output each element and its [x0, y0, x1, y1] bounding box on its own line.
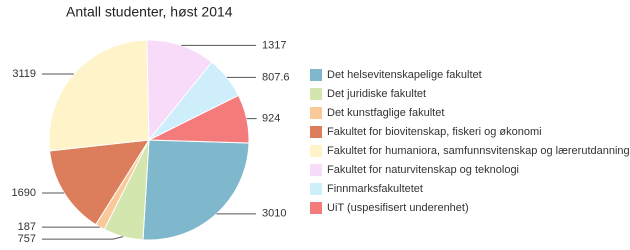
legend-swatch — [310, 107, 322, 119]
legend-swatch — [310, 202, 322, 214]
pie-slice — [49, 139, 150, 226]
data-label: 807.6 — [262, 71, 290, 83]
legend-label: Fakultet for biovitenskap, fiskeri og øk… — [327, 126, 542, 138]
legend-label: Det helsevitenskapelige fakultet — [327, 69, 482, 81]
legend-swatch — [310, 145, 322, 157]
legend-swatch — [310, 69, 322, 81]
legend-label: Det juridiske fakultet — [327, 88, 426, 100]
legend-swatch — [310, 88, 322, 100]
pie-slice — [146, 39, 213, 142]
legend-label: Det kunstfaglige fakultet — [327, 107, 444, 119]
pie-slice — [142, 139, 250, 241]
data-label: 924 — [262, 112, 280, 124]
legend-label: Fakultet for humaniora, samfunnsvitenska… — [327, 145, 630, 157]
data-label: 3010 — [262, 208, 286, 220]
data-label: 1690 — [12, 187, 36, 199]
legend-swatch — [310, 126, 322, 138]
legend-label: Finnmarksfakultetet — [327, 183, 423, 195]
leader-line — [42, 236, 124, 240]
legend-label: UiT (uspesifisert underenhet) — [327, 202, 469, 214]
data-label: 1317 — [262, 39, 286, 51]
pie-slice — [48, 39, 150, 152]
chart-title: Antall studenter, høst 2014 — [66, 4, 233, 20]
data-label: 3119 — [12, 68, 36, 80]
data-label: 757 — [18, 233, 36, 245]
legend-label: Fakultet for naturvitenskap og teknologi — [327, 164, 519, 176]
data-label: 187 — [18, 221, 36, 233]
legend-swatch — [310, 183, 322, 195]
legend-swatch — [310, 164, 322, 176]
